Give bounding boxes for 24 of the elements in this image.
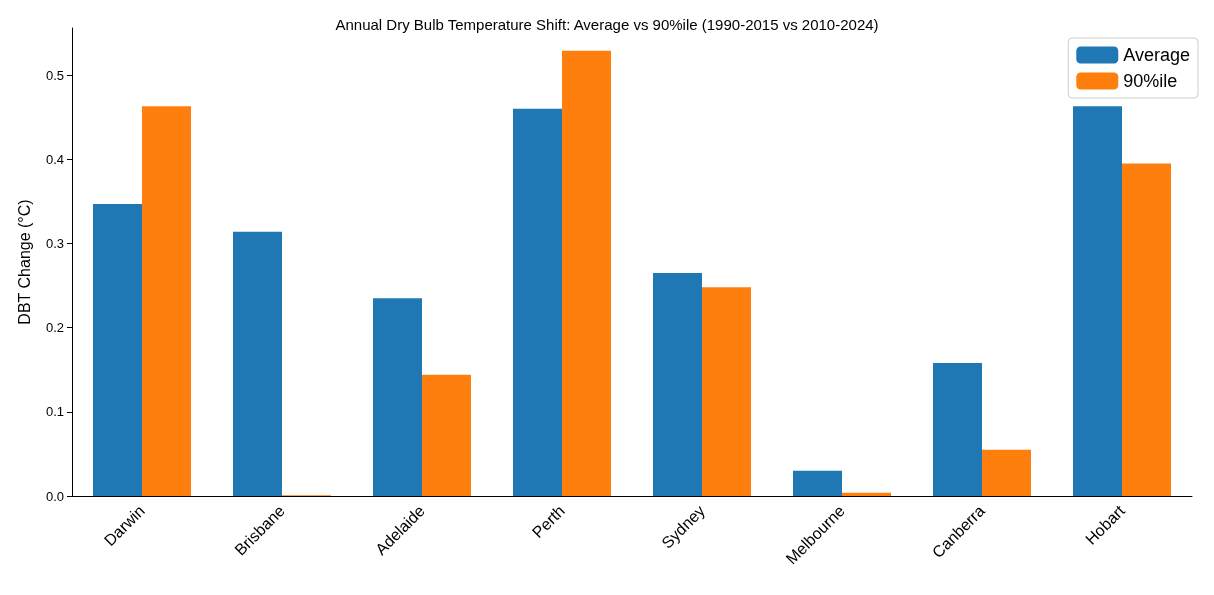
bar <box>793 470 842 496</box>
bar <box>93 203 142 496</box>
bar <box>702 287 751 496</box>
chart-title: Annual Dry Bulb Temperature Shift: Average vs 90%ile (1990-2015 vs 2010-2024) <box>335 16 879 33</box>
y-axis-title: DBT Change (°C) <box>15 199 33 325</box>
bar <box>933 363 982 496</box>
bar <box>562 50 611 496</box>
y-tick-label: 0.5 <box>45 67 64 83</box>
bar <box>982 449 1031 496</box>
legend-label: 90%ile <box>1123 71 1178 91</box>
bar <box>513 108 562 496</box>
y-tick-label: 0.2 <box>45 320 64 336</box>
bar <box>1073 106 1122 496</box>
legend-label: Average <box>1123 45 1190 65</box>
y-tick-label: 0.1 <box>45 404 64 420</box>
y-tick-label: 0.0 <box>45 488 64 504</box>
bar <box>653 272 702 496</box>
y-tick-label: 0.3 <box>45 235 64 251</box>
bar <box>1122 163 1171 496</box>
y-tick-label: 0.4 <box>45 151 64 167</box>
bar <box>233 231 282 496</box>
bar <box>422 374 471 496</box>
bar <box>373 298 422 496</box>
bar <box>142 106 191 496</box>
